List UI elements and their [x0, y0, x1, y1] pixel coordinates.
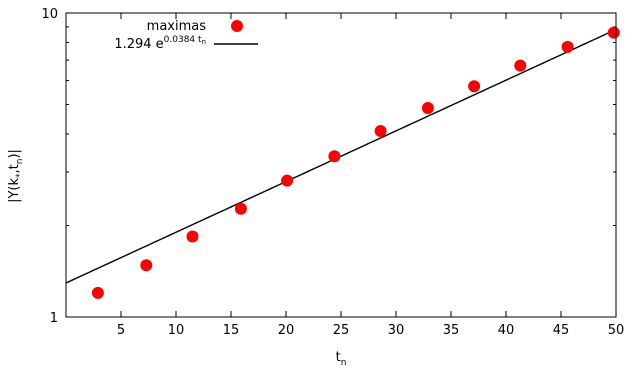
xtick-label: 20	[278, 323, 295, 338]
y-axis-label-sub2: n	[15, 159, 25, 165]
fit-line	[65, 28, 617, 284]
data-point	[186, 230, 199, 243]
data-point	[468, 80, 481, 93]
plot-frame	[65, 12, 617, 318]
xtick-label: 30	[388, 323, 405, 338]
xtick-labels: 5 10 15 20 25 30 35 40 45 50	[117, 323, 624, 338]
data-point	[328, 150, 341, 163]
ytick-label: 1	[50, 311, 58, 326]
data-point	[374, 125, 387, 138]
legend-label-maximas: maximas	[147, 19, 207, 34]
data-point	[514, 59, 527, 72]
xtick-marks	[120, 13, 617, 317]
y-axis-label-part3: )|	[7, 149, 22, 158]
data-point	[140, 259, 153, 272]
xtick-label: 50	[608, 323, 625, 338]
xtick-label: 35	[443, 323, 460, 338]
data-point	[91, 286, 104, 299]
y-axis-label-sub1: *	[15, 173, 25, 178]
xtick-label: 45	[553, 323, 570, 338]
data-point	[421, 101, 434, 114]
xtick-label: 5	[117, 323, 125, 338]
xtick-label: 25	[333, 323, 350, 338]
legend: maximas 1.294 e0.0384 tn	[114, 19, 258, 52]
y-axis-label-part1: |Y(k	[7, 178, 22, 203]
y-axis-label-part2: ,t	[7, 164, 22, 173]
xtick-label: 10	[168, 323, 185, 338]
x-axis-label-base: t	[336, 350, 341, 365]
legend-label-fit: 1.294 e0.0384 tn	[114, 35, 206, 52]
ytick-label: 10	[41, 7, 58, 22]
data-points	[91, 26, 620, 299]
ytick-labels: 1 10	[41, 7, 58, 326]
data-point	[234, 202, 247, 215]
y-axis-label: |Y(k*,tn)|	[7, 149, 25, 203]
legend-fit-exponent-sub: n	[202, 38, 206, 46]
x-axis-label: tn	[336, 350, 347, 368]
legend-fit-prefix: 1.294 e	[114, 37, 163, 52]
data-point	[281, 174, 294, 187]
fit-line-group	[65, 28, 617, 284]
x-axis-label-sub: n	[341, 358, 347, 368]
xtick-label: 40	[498, 323, 515, 338]
legend-marker-maximas	[231, 20, 243, 32]
legend-fit-exponent: 0.0384 t	[164, 35, 202, 45]
data-point	[561, 40, 574, 53]
xtick-label: 15	[223, 323, 240, 338]
ytick-marks	[66, 12, 616, 318]
data-point	[607, 26, 620, 39]
